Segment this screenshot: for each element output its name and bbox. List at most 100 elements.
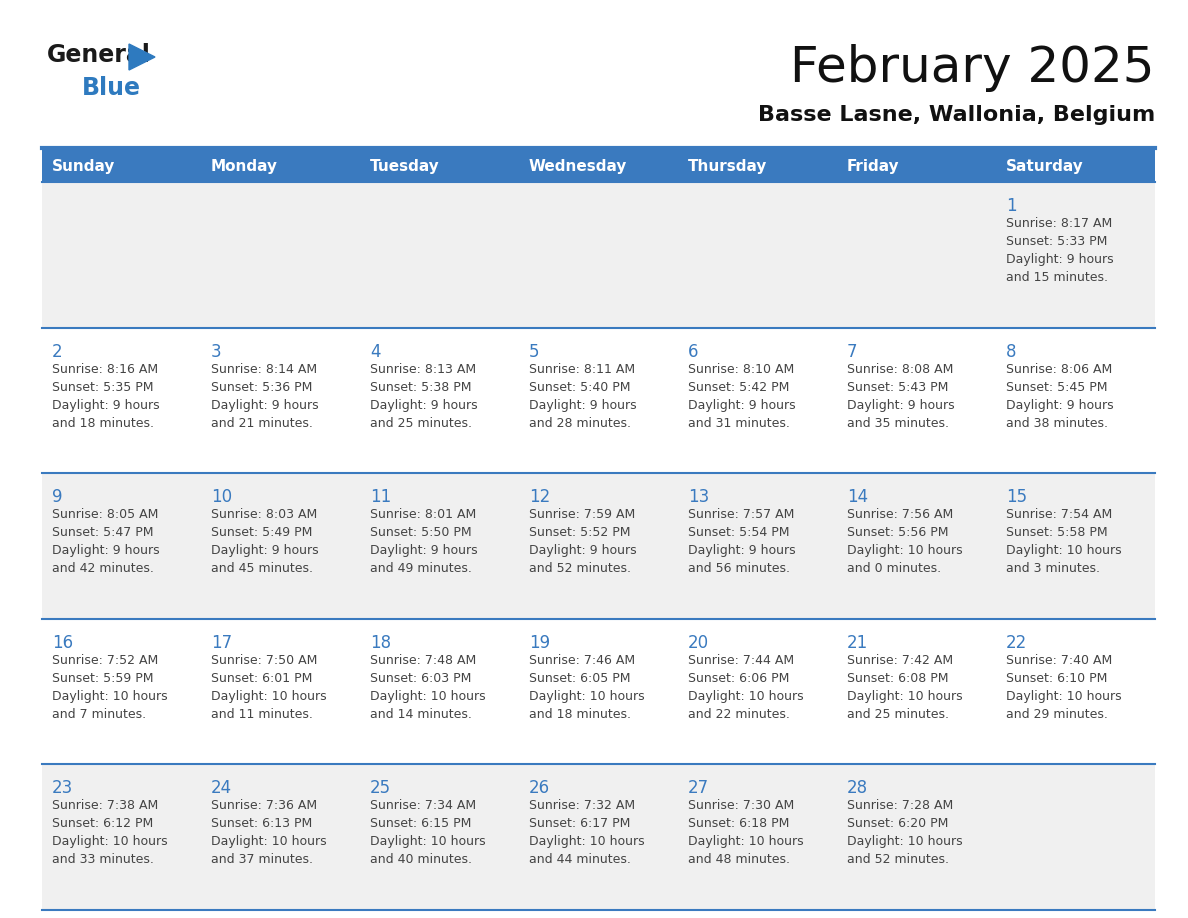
Text: Sunrise: 7:28 AM: Sunrise: 7:28 AM (847, 800, 953, 812)
Text: Sunset: 5:52 PM: Sunset: 5:52 PM (529, 526, 631, 539)
Text: Daylight: 9 hours: Daylight: 9 hours (52, 544, 159, 557)
Text: Sunset: 5:45 PM: Sunset: 5:45 PM (1006, 381, 1107, 394)
Text: Sunset: 6:08 PM: Sunset: 6:08 PM (847, 672, 948, 685)
Text: Sunrise: 8:01 AM: Sunrise: 8:01 AM (369, 509, 476, 521)
Text: and 33 minutes.: and 33 minutes. (52, 854, 154, 867)
Text: 24: 24 (211, 779, 232, 798)
Text: Daylight: 10 hours: Daylight: 10 hours (529, 689, 645, 703)
Text: Daylight: 10 hours: Daylight: 10 hours (529, 835, 645, 848)
Text: 6: 6 (688, 342, 699, 361)
Text: and 35 minutes.: and 35 minutes. (847, 417, 949, 430)
Text: Sunrise: 8:13 AM: Sunrise: 8:13 AM (369, 363, 476, 375)
Text: 25: 25 (369, 779, 391, 798)
Bar (42, 473, 1155, 619)
Text: Thursday: Thursday (688, 159, 767, 174)
Text: Sunrise: 8:17 AM: Sunrise: 8:17 AM (1006, 217, 1112, 230)
Text: 9: 9 (52, 488, 63, 506)
Text: 1: 1 (1006, 197, 1017, 215)
Bar (42, 328, 1155, 473)
Text: 5: 5 (529, 342, 539, 361)
Text: Sunrise: 7:52 AM: Sunrise: 7:52 AM (52, 654, 158, 666)
Text: Sunrise: 8:08 AM: Sunrise: 8:08 AM (847, 363, 954, 375)
Text: Wednesday: Wednesday (529, 159, 627, 174)
Text: and 3 minutes.: and 3 minutes. (1006, 562, 1100, 576)
Text: Sunset: 6:06 PM: Sunset: 6:06 PM (688, 672, 789, 685)
Text: and 21 minutes.: and 21 minutes. (211, 417, 312, 430)
Text: and 42 minutes.: and 42 minutes. (52, 562, 154, 576)
Text: Daylight: 10 hours: Daylight: 10 hours (1006, 544, 1121, 557)
Text: Sunset: 6:18 PM: Sunset: 6:18 PM (688, 817, 789, 831)
Text: and 29 minutes.: and 29 minutes. (1006, 708, 1108, 721)
Text: Daylight: 10 hours: Daylight: 10 hours (688, 689, 803, 703)
Text: Daylight: 10 hours: Daylight: 10 hours (688, 835, 803, 848)
Text: Daylight: 9 hours: Daylight: 9 hours (369, 398, 478, 411)
Text: Sunset: 6:10 PM: Sunset: 6:10 PM (1006, 672, 1107, 685)
Text: Sunset: 5:54 PM: Sunset: 5:54 PM (688, 526, 790, 539)
Text: Monday: Monday (211, 159, 278, 174)
Text: Friday: Friday (847, 159, 899, 174)
Text: and 40 minutes.: and 40 minutes. (369, 854, 472, 867)
Text: 4: 4 (369, 342, 380, 361)
Text: 18: 18 (369, 633, 391, 652)
Text: and 25 minutes.: and 25 minutes. (847, 708, 949, 721)
Text: and 49 minutes.: and 49 minutes. (369, 562, 472, 576)
Text: Sunrise: 7:40 AM: Sunrise: 7:40 AM (1006, 654, 1112, 666)
Text: Sunrise: 8:10 AM: Sunrise: 8:10 AM (688, 363, 795, 375)
Text: Sunrise: 8:06 AM: Sunrise: 8:06 AM (1006, 363, 1112, 375)
Text: Sunrise: 7:30 AM: Sunrise: 7:30 AM (688, 800, 795, 812)
Text: Sunset: 6:01 PM: Sunset: 6:01 PM (211, 672, 312, 685)
Text: and 14 minutes.: and 14 minutes. (369, 708, 472, 721)
Text: 2: 2 (52, 342, 63, 361)
Text: 3: 3 (211, 342, 222, 361)
Text: Sunrise: 7:46 AM: Sunrise: 7:46 AM (529, 654, 636, 666)
Text: 17: 17 (211, 633, 232, 652)
Text: and 48 minutes.: and 48 minutes. (688, 854, 790, 867)
Text: Sunset: 5:43 PM: Sunset: 5:43 PM (847, 381, 948, 394)
Text: Sunrise: 7:34 AM: Sunrise: 7:34 AM (369, 800, 476, 812)
Text: Sunset: 6:20 PM: Sunset: 6:20 PM (847, 817, 948, 831)
Text: and 25 minutes.: and 25 minutes. (369, 417, 472, 430)
Text: General: General (48, 43, 151, 67)
Text: Sunrise: 8:14 AM: Sunrise: 8:14 AM (211, 363, 317, 375)
Text: and 31 minutes.: and 31 minutes. (688, 417, 790, 430)
Text: 13: 13 (688, 488, 709, 506)
Text: and 18 minutes.: and 18 minutes. (52, 417, 154, 430)
Text: Saturday: Saturday (1006, 159, 1083, 174)
Text: Daylight: 9 hours: Daylight: 9 hours (1006, 398, 1113, 411)
Text: and 52 minutes.: and 52 minutes. (529, 562, 631, 576)
Text: Daylight: 10 hours: Daylight: 10 hours (847, 835, 962, 848)
Text: Daylight: 10 hours: Daylight: 10 hours (369, 835, 486, 848)
Text: Daylight: 10 hours: Daylight: 10 hours (847, 689, 962, 703)
Text: Sunrise: 8:03 AM: Sunrise: 8:03 AM (211, 509, 317, 521)
Text: Daylight: 9 hours: Daylight: 9 hours (1006, 253, 1113, 266)
Text: Daylight: 10 hours: Daylight: 10 hours (847, 544, 962, 557)
Text: Daylight: 10 hours: Daylight: 10 hours (211, 835, 327, 848)
Text: Daylight: 9 hours: Daylight: 9 hours (529, 544, 637, 557)
Text: 20: 20 (688, 633, 709, 652)
Text: Sunset: 5:35 PM: Sunset: 5:35 PM (52, 381, 153, 394)
Text: Sunrise: 7:36 AM: Sunrise: 7:36 AM (211, 800, 317, 812)
Text: 10: 10 (211, 488, 232, 506)
Text: Sunset: 6:17 PM: Sunset: 6:17 PM (529, 817, 631, 831)
Text: and 44 minutes.: and 44 minutes. (529, 854, 631, 867)
Text: 15: 15 (1006, 488, 1028, 506)
Text: 7: 7 (847, 342, 858, 361)
Text: Sunset: 6:12 PM: Sunset: 6:12 PM (52, 817, 153, 831)
Text: and 18 minutes.: and 18 minutes. (529, 708, 631, 721)
Bar (42, 765, 1155, 910)
Text: Daylight: 9 hours: Daylight: 9 hours (688, 544, 796, 557)
Text: Sunset: 5:38 PM: Sunset: 5:38 PM (369, 381, 472, 394)
Text: and 0 minutes.: and 0 minutes. (847, 562, 941, 576)
Text: Daylight: 10 hours: Daylight: 10 hours (52, 689, 168, 703)
Text: Sunrise: 8:05 AM: Sunrise: 8:05 AM (52, 509, 158, 521)
Text: Sunset: 6:05 PM: Sunset: 6:05 PM (529, 672, 631, 685)
Text: Sunday: Sunday (52, 159, 115, 174)
Text: Sunset: 5:58 PM: Sunset: 5:58 PM (1006, 526, 1107, 539)
Text: and 28 minutes.: and 28 minutes. (529, 417, 631, 430)
Bar (42, 182, 1155, 328)
Text: Daylight: 9 hours: Daylight: 9 hours (369, 544, 478, 557)
Text: and 45 minutes.: and 45 minutes. (211, 562, 312, 576)
Text: Sunset: 6:15 PM: Sunset: 6:15 PM (369, 817, 472, 831)
Text: Sunrise: 7:59 AM: Sunrise: 7:59 AM (529, 509, 636, 521)
Text: 28: 28 (847, 779, 868, 798)
